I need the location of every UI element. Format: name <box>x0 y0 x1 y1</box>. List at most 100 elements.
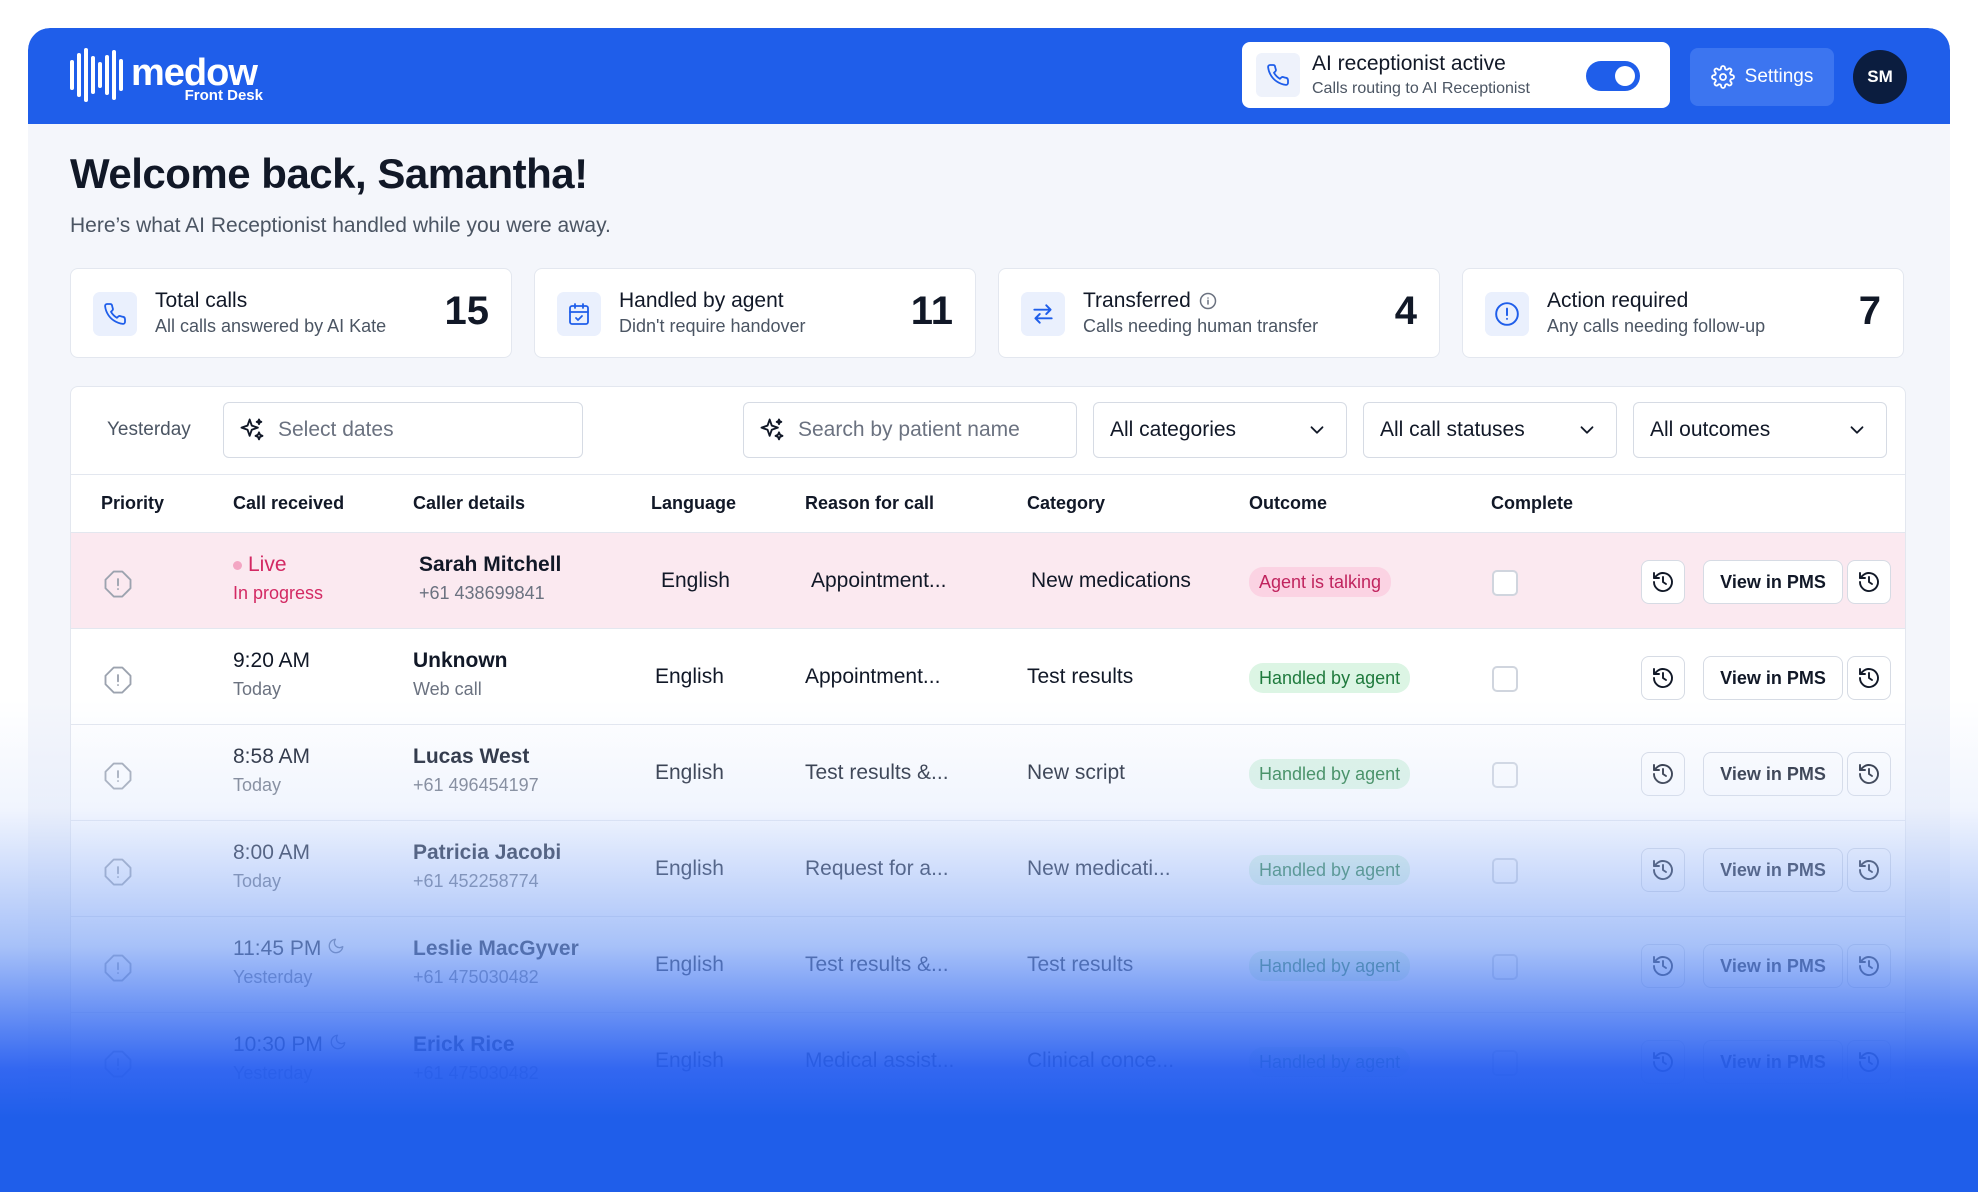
col-category[interactable]: Category <box>1027 493 1106 513</box>
call-day: Today <box>233 679 282 699</box>
view-in-pms-button[interactable]: View in PMS <box>1703 752 1843 796</box>
call-time: 10:30 PM <box>233 1033 347 1057</box>
history-icon <box>1651 1050 1675 1074</box>
col-call-received[interactable]: Call received <box>233 493 345 513</box>
complete-checkbox[interactable] <box>1492 570 1518 596</box>
history-button[interactable] <box>1847 752 1891 796</box>
table-row[interactable]: 8:58 AM Today Lucas West +61 496454197 Engli… <box>71 725 1905 821</box>
history-button[interactable] <box>1641 560 1685 604</box>
info-icon[interactable] <box>1199 292 1217 310</box>
date-range-input[interactable]: Select dates <box>223 402 583 458</box>
complete-checkbox[interactable] <box>1492 858 1518 884</box>
stat-card-total-calls[interactable]: Total calls All calls answered by AI Kat… <box>70 268 512 358</box>
call-status-select[interactable]: All call statuses <box>1363 402 1617 458</box>
history-button[interactable] <box>1641 1040 1685 1084</box>
history-button[interactable] <box>1847 656 1891 700</box>
call-day: Today <box>233 775 282 795</box>
stat-card-transferred[interactable]: Transferred Calls needing human transfer… <box>998 268 1440 358</box>
history-icon <box>1857 858 1881 882</box>
call-day: In progress <box>233 583 324 603</box>
history-button[interactable] <box>1847 560 1891 604</box>
history-button[interactable] <box>1641 752 1685 796</box>
history-icon <box>1651 954 1675 978</box>
complete-checkbox[interactable] <box>1492 666 1518 692</box>
history-button[interactable] <box>1641 656 1685 700</box>
history-button[interactable] <box>1847 848 1891 892</box>
table-row[interactable]: Live In progress Sarah Mitchell +61 4386998… <box>71 533 1905 629</box>
ai-status-subtitle: Calls routing to AI Receptionist <box>1312 80 1530 97</box>
col-outcome[interactable]: Outcome <box>1249 493 1328 513</box>
brand-logo[interactable]: medow Front Desk <box>70 48 271 104</box>
history-icon <box>1857 666 1881 690</box>
history-icon <box>1857 954 1881 978</box>
history-button[interactable] <box>1641 944 1685 988</box>
call-reason: Appointment... <box>811 569 947 592</box>
search-input[interactable]: Search by patient name <box>743 402 1077 458</box>
chevron-down-icon <box>1306 419 1328 441</box>
view-in-pms-button[interactable]: View in PMS <box>1703 1040 1843 1084</box>
language: English <box>661 569 730 592</box>
caller-name: Sarah Mitchell <box>419 553 562 576</box>
calls-table-panel: Yesterday Select dates Search by patient… <box>70 386 1906 1192</box>
stat-card-handled[interactable]: Handled by agent Didn't require handover… <box>534 268 976 358</box>
outcome-select-value: All outcomes <box>1650 418 1771 441</box>
outcome-badge: Handled by agent <box>1249 855 1411 885</box>
call-category: Test results <box>1027 665 1134 688</box>
table-row[interactable]: 9:20 AM Today Unknown Web call English Appoin… <box>71 629 1905 725</box>
call-time: 11:45 PM <box>233 937 345 961</box>
view-in-pms-button[interactable]: View in PMS <box>1703 656 1843 700</box>
priority-icon[interactable] <box>103 761 133 796</box>
view-in-pms-button[interactable]: View in PMS <box>1703 848 1843 892</box>
sparkle-icon <box>238 416 266 444</box>
caller-contact: +61 438699841 <box>419 583 545 603</box>
outcome-select[interactable]: All outcomes <box>1633 402 1887 458</box>
live-dot-icon <box>233 560 242 570</box>
col-language[interactable]: Language <box>651 493 737 513</box>
stat-title: Transferred <box>1083 289 1191 312</box>
quick-range-yesterday[interactable]: Yesterday <box>107 419 191 440</box>
col-reason[interactable]: Reason for call <box>805 493 935 513</box>
priority-icon[interactable] <box>103 857 133 892</box>
priority-icon[interactable] <box>103 1049 133 1084</box>
table-row[interactable]: 10:30 PM Yesterday Erick Rice +61 47503048… <box>71 1013 1905 1109</box>
history-button[interactable] <box>1847 1040 1891 1084</box>
date-range-placeholder: Select dates <box>278 418 394 441</box>
table-row[interactable]: 11:45 PM Yesterday Leslie MacGyver +61 475… <box>71 917 1905 1013</box>
caller-contact: +61 452258774 <box>413 871 539 891</box>
transfer-icon <box>1021 292 1065 336</box>
call-day: Today <box>233 871 282 891</box>
language: English <box>655 761 724 784</box>
col-caller-details[interactable]: Caller details <box>413 493 526 513</box>
history-icon <box>1651 762 1675 786</box>
priority-icon[interactable] <box>103 665 133 700</box>
alert-circle-icon <box>1485 292 1529 336</box>
stat-card-action-required[interactable]: Action required Any calls needing follow… <box>1462 268 1904 358</box>
priority-icon[interactable] <box>103 569 133 604</box>
stat-value: 4 <box>1394 289 1417 333</box>
col-priority[interactable]: Priority <box>101 493 165 513</box>
ai-status-title: AI receptionist active <box>1312 52 1506 75</box>
settings-label: Settings <box>1744 66 1814 87</box>
filter-bar: Yesterday Select dates Search by patient… <box>71 387 1905 475</box>
history-button[interactable] <box>1641 848 1685 892</box>
call-reason: Test results &... <box>805 761 949 784</box>
call-reason: Appointment... <box>805 665 941 688</box>
col-complete[interactable]: Complete <box>1491 493 1574 513</box>
complete-checkbox[interactable] <box>1492 954 1518 980</box>
ai-receptionist-toggle[interactable] <box>1586 61 1640 91</box>
priority-icon[interactable] <box>103 953 133 988</box>
caller-contact: +61 496454197 <box>413 775 539 795</box>
call-category: New script <box>1027 761 1126 784</box>
view-in-pms-button[interactable]: View in PMS <box>1703 560 1843 604</box>
history-button[interactable] <box>1847 944 1891 988</box>
complete-checkbox[interactable] <box>1492 762 1518 788</box>
call-category: Test results <box>1027 953 1134 976</box>
table-row[interactable]: 8:00 AM Today Patricia Jacobi +61 452258774… <box>71 821 1905 917</box>
settings-button[interactable]: Settings <box>1690 48 1834 106</box>
history-icon <box>1857 570 1881 594</box>
complete-checkbox[interactable] <box>1492 1050 1518 1076</box>
view-in-pms-button[interactable]: View in PMS <box>1703 944 1843 988</box>
brand-name: medow <box>131 52 258 94</box>
category-select[interactable]: All categories <box>1093 402 1347 458</box>
avatar[interactable]: SM <box>1853 50 1907 104</box>
